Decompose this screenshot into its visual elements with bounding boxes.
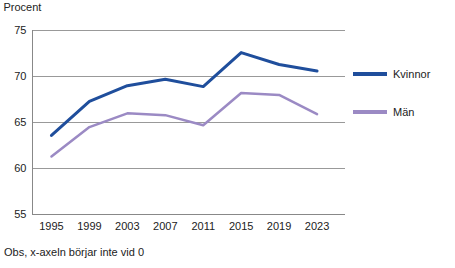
html-text:Kvinnor: Kvinnor (393, 68, 431, 80)
svg-text:55: 55 (14, 208, 26, 220)
svg-text:2023: 2023 (305, 220, 329, 232)
svg-text:1995: 1995 (39, 220, 63, 232)
svg-text:2015: 2015 (229, 220, 253, 232)
svg-text:2019: 2019 (267, 220, 291, 232)
svg-text:70: 70 (14, 70, 26, 82)
svg-text:2011: 2011 (191, 220, 215, 232)
svg-text:Procent: Procent (4, 1, 42, 13)
html-text:Män: Män (393, 106, 415, 118)
svg-text:65: 65 (14, 116, 26, 128)
svg-text:2003: 2003 (115, 220, 139, 232)
svg-text:1999: 1999 (77, 220, 101, 232)
svg-text:75: 75 (14, 24, 26, 36)
html-text:Obs, x-axeln börjar inte vid 0: Obs, x-axeln börjar inte vid 0 (4, 246, 144, 258)
svg-text:60: 60 (14, 162, 26, 174)
svg-text:2007: 2007 (153, 220, 177, 232)
